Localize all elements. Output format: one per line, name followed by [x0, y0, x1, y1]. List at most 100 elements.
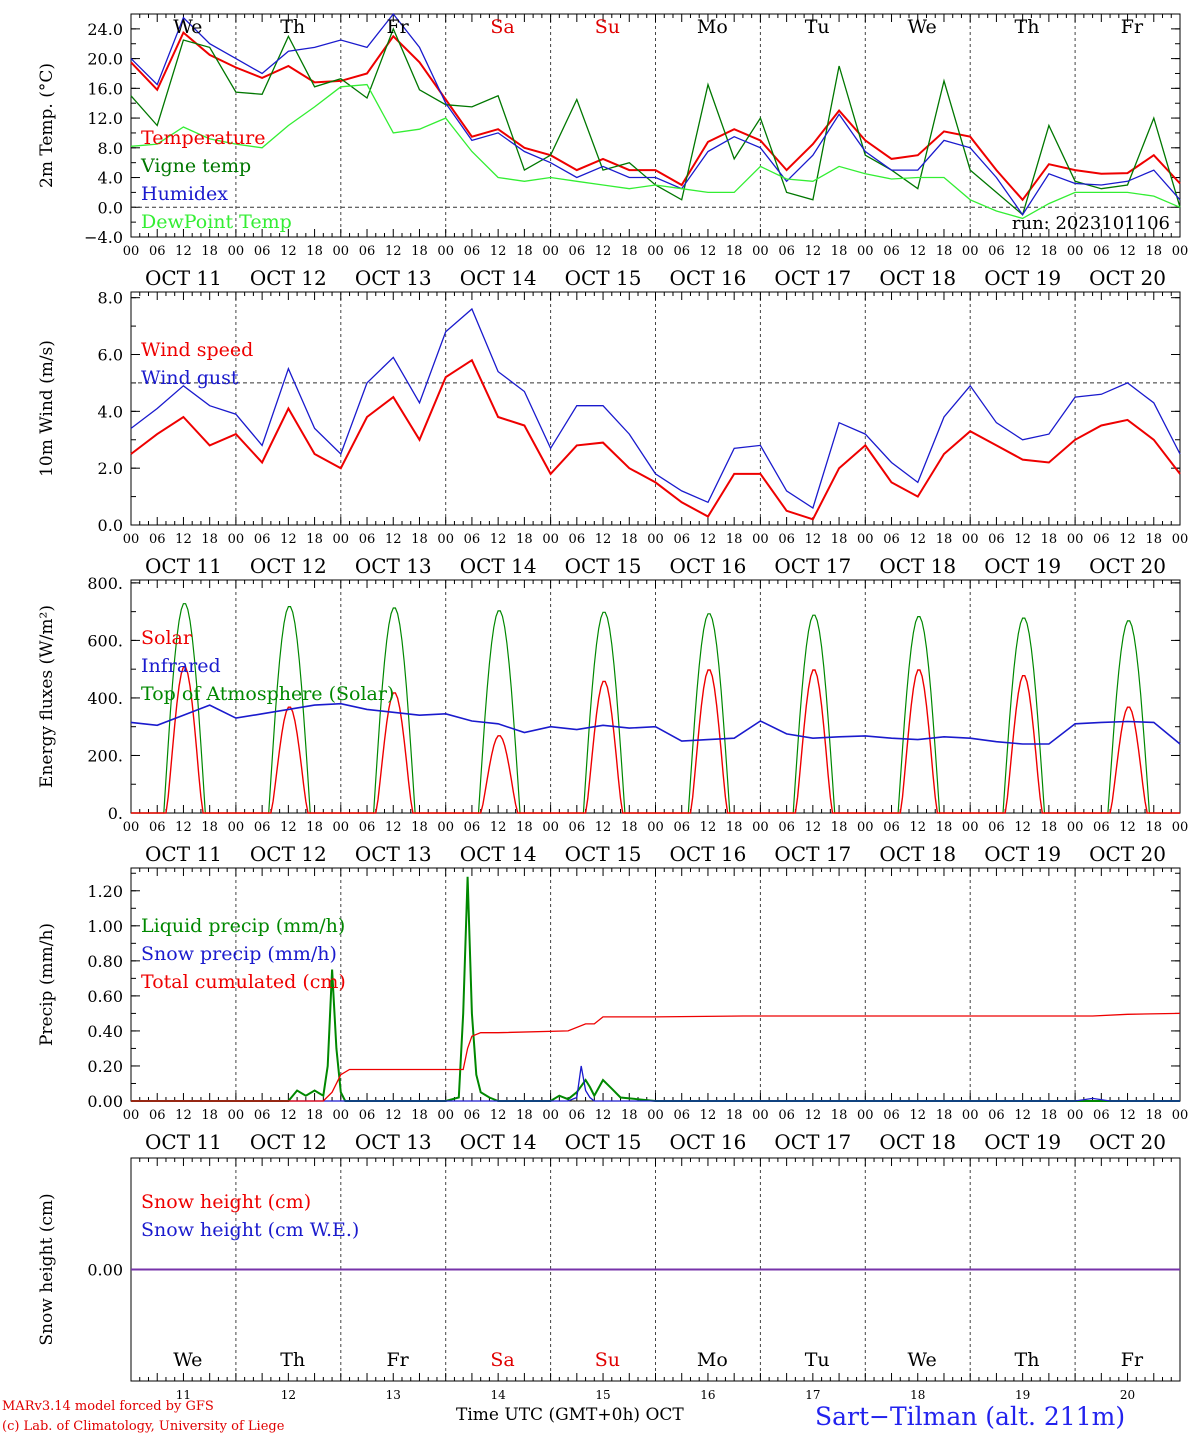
y-tick-label: 0. [108, 804, 123, 823]
hour-tick-label: 12 [1014, 244, 1031, 259]
weekday-label: Mo [697, 1349, 728, 1371]
y-tick-label: 0.00 [87, 1261, 123, 1280]
legend-entry: Snow precip (mm/h) [141, 943, 337, 965]
hour-tick-label: 12 [385, 1108, 402, 1123]
weekday-label: Su [595, 16, 620, 38]
lab-credit: (c) Lab. of Climatology, University of L… [2, 1419, 285, 1434]
date-label: OCT 11 [145, 554, 222, 578]
hour-tick-label: 06 [149, 820, 166, 835]
date-label: OCT 15 [565, 554, 642, 578]
hour-tick-label: 00 [333, 244, 350, 259]
hour-tick-label: 12 [700, 532, 717, 547]
legend-entry: Solar [141, 627, 193, 649]
y-tick-label: 0.60 [87, 987, 123, 1006]
series-line-temperature [130, 30, 1181, 202]
hour-tick-label: 00 [857, 1108, 874, 1123]
hour-tick-label: 18 [306, 1108, 323, 1123]
date-label: OCT 14 [460, 1130, 537, 1154]
date-label: OCT 13 [355, 554, 432, 578]
hour-tick-label: 12 [175, 820, 192, 835]
hour-tick-label: 18 [201, 532, 218, 547]
hour-tick-label: 18 [411, 244, 428, 259]
date-label: OCT 14 [460, 842, 537, 866]
hour-tick-label: 06 [988, 244, 1005, 259]
series-line-wind-gust [130, 307, 1181, 510]
date-label: OCT 18 [879, 1130, 956, 1154]
day-number-label: 11 [176, 1388, 191, 1402]
y-tick-label: 4.0 [98, 402, 123, 421]
date-label: OCT 20 [1089, 842, 1166, 866]
hour-tick-label: 06 [149, 1108, 166, 1123]
hour-tick-label: 06 [569, 1108, 586, 1123]
hour-tick-label: 06 [883, 1108, 900, 1123]
hour-tick-label: 18 [516, 244, 533, 259]
hour-tick-label: 12 [1119, 820, 1136, 835]
hour-tick-label: 18 [621, 244, 638, 259]
hour-tick-label: 18 [201, 1108, 218, 1123]
hour-tick-label: 18 [831, 532, 848, 547]
y-axis-title: Snow height (cm) [37, 1193, 57, 1345]
hour-tick-label: 12 [280, 1108, 297, 1123]
hour-tick-label: 18 [936, 1108, 953, 1123]
weekday-label: We [173, 16, 202, 38]
hour-tick-label: 12 [280, 532, 297, 547]
hour-tick-label: 18 [1146, 532, 1163, 547]
date-label: OCT 13 [355, 1130, 432, 1154]
hour-tick-label: 12 [595, 820, 612, 835]
legend-entry: Humidex [141, 183, 228, 205]
day-number-label: 20 [1120, 1388, 1135, 1402]
hour-tick-label: 00 [228, 244, 245, 259]
hour-tick-label: 00 [1172, 244, 1189, 259]
day-number-label: 19 [1015, 1388, 1030, 1402]
weekday-label: Mo [697, 16, 728, 38]
station-name: Sart−Tilman (alt. 211m) [815, 1402, 1126, 1431]
day-number-label: 14 [491, 1388, 507, 1402]
hour-tick-label: 06 [359, 244, 376, 259]
hour-tick-label: 06 [778, 532, 795, 547]
date-label: OCT 19 [984, 554, 1061, 578]
hour-tick-label: 00 [542, 532, 559, 547]
date-label: OCT 12 [250, 266, 327, 290]
hour-tick-label: 00 [962, 532, 979, 547]
day-number-label: 16 [700, 1388, 715, 1402]
hour-tick-label: 00 [962, 820, 979, 835]
day-number-label: 15 [595, 1388, 610, 1402]
hour-tick-label: 06 [1093, 532, 1110, 547]
hour-tick-label: 00 [857, 532, 874, 547]
y-tick-label: 600. [87, 631, 123, 650]
hour-tick-label: 00 [542, 244, 559, 259]
hour-tick-label: 06 [464, 1108, 481, 1123]
hour-tick-label: 00 [647, 1108, 664, 1123]
date-label: OCT 12 [250, 842, 327, 866]
series-line-dewpoint-temp [130, 83, 1181, 220]
run-label: run: 2023101106 [1012, 213, 1170, 234]
hour-tick-label: 12 [805, 244, 822, 259]
y-tick-label: 0.80 [87, 952, 123, 971]
hour-tick-label: 06 [673, 820, 690, 835]
hour-tick-label: 00 [752, 1108, 769, 1123]
weekday-label: We [173, 1349, 202, 1371]
hour-tick-label: 06 [464, 244, 481, 259]
weekday-label: Tu [805, 1349, 830, 1371]
hour-tick-label: 12 [490, 820, 507, 835]
hour-tick-label: 00 [1172, 1108, 1189, 1123]
hour-tick-label: 18 [306, 532, 323, 547]
hour-tick-label: 06 [254, 820, 271, 835]
date-label: OCT 16 [670, 842, 747, 866]
hour-tick-label: 12 [1014, 1108, 1031, 1123]
hour-tick-label: 06 [464, 532, 481, 547]
hour-tick-label: 06 [883, 820, 900, 835]
y-tick-label: 800. [87, 574, 123, 593]
hour-tick-label: 18 [516, 532, 533, 547]
hour-tick-label: 00 [333, 1108, 350, 1123]
weekday-label: Th [280, 16, 305, 38]
hour-tick-label: 00 [647, 820, 664, 835]
hour-tick-label: 18 [1146, 820, 1163, 835]
y-tick-label: 12.0 [87, 109, 123, 128]
hour-tick-label: 12 [1119, 1108, 1136, 1123]
hour-tick-label: 06 [149, 532, 166, 547]
series-line-wind-speed [130, 358, 1181, 521]
hour-tick-label: 12 [175, 244, 192, 259]
hour-tick-label: 00 [962, 244, 979, 259]
y-tick-label: 200. [87, 746, 123, 765]
